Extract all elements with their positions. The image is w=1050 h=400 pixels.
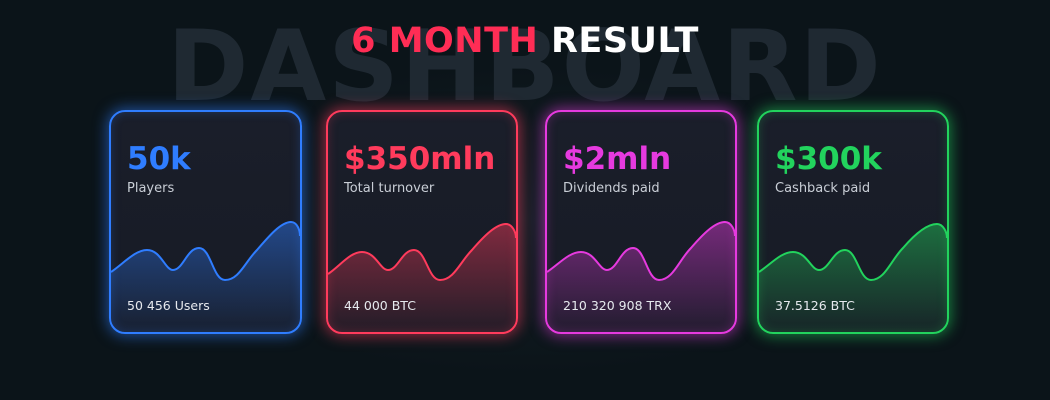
players-label: Players <box>127 181 175 196</box>
cashback-trend-line <box>759 222 947 282</box>
players-trend-area <box>111 222 300 332</box>
cashback-trend-chart <box>759 222 947 332</box>
cashback-value: $300k <box>775 141 882 177</box>
cashback-detail: 37.5126 BTC <box>775 298 855 313</box>
dividends-trend-chart <box>547 220 735 332</box>
dividends-trend-area <box>547 222 735 332</box>
turnover-trend-line <box>328 222 516 282</box>
players-value: 50k <box>127 141 191 177</box>
dividends-detail: 210 320 908 TRX <box>563 298 672 313</box>
turnover-trend-chart <box>328 222 516 332</box>
cashback-label: Cashback paid <box>775 181 871 196</box>
dividends-value: $2mln <box>563 141 672 177</box>
title-accent: 6 MONTH <box>351 21 539 61</box>
dividends-label: Dividends paid <box>563 181 660 196</box>
dividends-trend-line <box>547 220 735 282</box>
page-title: 6 MONTH RESULT <box>0 19 1050 63</box>
turnover-value: $350mln <box>344 141 496 177</box>
title-rest: RESULT <box>550 21 699 61</box>
stat-card-turnover: $350mln Total turnover 44 000 BTC <box>326 110 518 334</box>
players-detail: 50 456 Users <box>127 298 210 313</box>
dashboard-watermark: DASHBOARD <box>167 10 883 124</box>
turnover-detail: 44 000 BTC <box>344 298 416 313</box>
stat-card-cashback: $300k Cashback paid 37.5126 BTC <box>757 110 949 334</box>
cashback-trend-area <box>759 224 947 332</box>
players-trend-line <box>111 220 300 282</box>
stat-card-dividends: $2mln Dividends paid 210 320 908 TRX <box>545 110 737 334</box>
turnover-trend-area <box>328 224 516 332</box>
stat-card-players: 50k Players 50 456 Users <box>109 110 302 334</box>
turnover-label: Total turnover <box>344 181 435 196</box>
players-trend-chart <box>111 220 300 332</box>
